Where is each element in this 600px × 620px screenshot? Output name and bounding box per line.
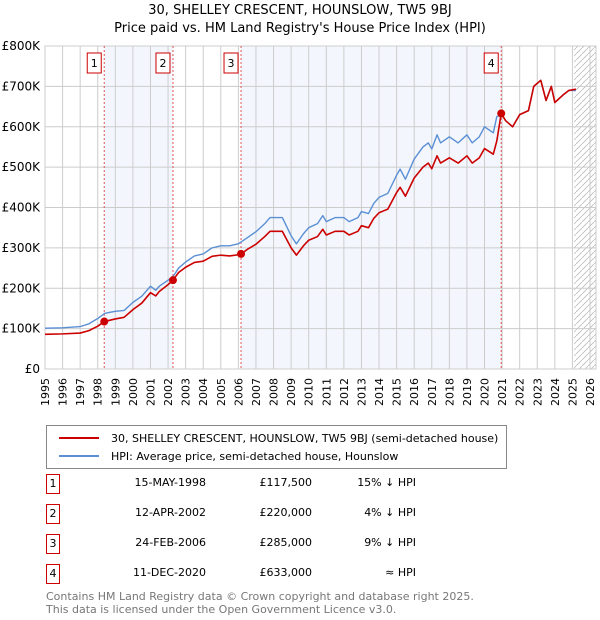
sale-date: 15-MAY-1998 (134, 476, 206, 489)
y-tick-label: £500K (2, 160, 42, 174)
sale-row: 3 24-FEB-2006 £285,000 9% ↓ HPI (46, 534, 426, 554)
sale-label: 2 (159, 57, 166, 70)
sale-label-box (483, 52, 499, 74)
footer-line: This data is licensed under the Open Gov… (46, 603, 397, 616)
x-tick-label: 1999 (109, 378, 122, 406)
x-tick-label: 2022 (514, 378, 527, 406)
x-tick-label: 2001 (144, 378, 157, 406)
x-tick-label: 2014 (373, 378, 386, 406)
sale-row: 2 12-APR-2002 £220,000 4% ↓ HPI (46, 504, 426, 524)
sale-date: 11-DEC-2020 (132, 566, 206, 579)
sale-point (237, 249, 246, 258)
x-tick-label: 2024 (549, 378, 562, 406)
sale-point (100, 317, 109, 326)
sale-row: 1 15-MAY-1998 £117,500 15% ↓ HPI (46, 474, 426, 494)
sale-label: 4 (488, 57, 495, 70)
x-tick-label: 1997 (74, 378, 87, 406)
sale-number-badge: 3 (46, 534, 60, 554)
x-tick-label: 1996 (57, 378, 70, 406)
legend-swatch-blue (59, 455, 99, 457)
x-tick-label: 2008 (268, 378, 281, 406)
sale-number-badge: 4 (46, 564, 60, 584)
legend-swatch-red (59, 437, 99, 439)
legend-label: HPI: Average price, semi-detached house,… (111, 449, 399, 463)
y-tick-label: £700K (2, 79, 42, 93)
x-tick-label: 2006 (232, 378, 245, 406)
x-tick-label: 2010 (303, 378, 316, 406)
chart-title: 30, SHELLEY CRESCENT, HOUNSLOW, TW5 9BJ (148, 3, 452, 18)
plot-border (44, 45, 597, 370)
x-tick-label: 2019 (461, 378, 474, 406)
x-tick-label: 1995 (39, 378, 52, 406)
chart-subtitle: Price paid vs. HM Land Registry's House … (114, 21, 486, 36)
sale-label: 3 (228, 57, 235, 70)
sale-price: £220,000 (259, 506, 313, 519)
sale-hpi-comparison: 4% ↓ HPI (364, 506, 416, 519)
x-tick-label: 2005 (215, 378, 228, 406)
x-tick-label: 2015 (391, 378, 404, 406)
sale-date: 12-APR-2002 (134, 506, 206, 519)
sale-point (168, 276, 177, 285)
sale-row: 4 11-DEC-2020 £633,000 ≈ HPI (46, 564, 426, 584)
y-tick-label: £600K (2, 120, 42, 134)
legend-label: 30, SHELLEY CRESCENT, HOUNSLOW, TW5 9BJ … (111, 431, 499, 445)
sale-hpi-comparison: ≈ HPI (385, 566, 416, 579)
x-tick-label: 1998 (92, 378, 105, 406)
sale-hpi-comparison: 9% ↓ HPI (364, 536, 416, 549)
x-tick-label: 2016 (408, 378, 421, 406)
legend-item-property: 30, SHELLEY CRESCENT, HOUNSLOW, TW5 9BJ … (59, 430, 498, 446)
x-tick-label: 2009 (285, 378, 298, 406)
y-tick-label: £200K (2, 281, 42, 295)
sale-price: £117,500 (259, 476, 313, 489)
x-tick-label: 2021 (496, 378, 509, 406)
sale-price: £285,000 (259, 536, 313, 549)
sale-hpi-comparison: 15% ↓ HPI (357, 476, 416, 489)
x-tick-label: 2023 (531, 378, 544, 406)
sale-label-box (155, 52, 171, 74)
property-price-line (44, 79, 577, 336)
y-tick-label: £400K (2, 201, 42, 215)
sale-price: £633,000 (259, 566, 313, 579)
sale-date: 24-FEB-2006 (135, 536, 206, 549)
x-tick-label: 2018 (443, 378, 456, 406)
x-tick-label: 2012 (338, 378, 351, 406)
sale-label-box (223, 52, 239, 74)
y-tick-label: £100K (2, 322, 42, 336)
footer: Contains HM Land Registry data © Crown c… (46, 590, 474, 616)
y-tick-label: £0 (25, 362, 40, 376)
x-tick-label: 2007 (250, 378, 263, 406)
sale-point (497, 109, 506, 118)
x-tick-label: 2013 (355, 378, 368, 406)
legend: 30, SHELLEY CRESCENT, HOUNSLOW, TW5 9BJ … (46, 425, 508, 469)
x-tick-label: 2002 (162, 378, 175, 406)
y-tick-label: £800K (2, 39, 42, 53)
x-tick-label: 2025 (566, 378, 579, 406)
x-tick-label: 2004 (197, 378, 210, 406)
sale-number-badge: 1 (46, 474, 60, 494)
legend-item-hpi: HPI: Average price, semi-detached house,… (59, 448, 498, 464)
price-chart: 1995 1996 1997 1998 1999 2000 2001 2002 2003 2004… (2, 39, 597, 406)
y-tick-label: £300K (2, 241, 42, 255)
x-tick-label: 2003 (180, 378, 193, 406)
footer-line: Contains HM Land Registry data © Crown c… (46, 590, 474, 603)
sale-number-badge: 2 (46, 504, 60, 524)
x-tick-label: 2026 (584, 378, 597, 406)
x-tick-label: 2017 (426, 378, 439, 406)
x-tick-label: 2000 (127, 378, 140, 406)
x-tick-label: 2011 (320, 378, 333, 406)
sale-label-box (86, 52, 102, 74)
x-tick-label: 2020 (479, 378, 492, 406)
sale-label: 1 (91, 57, 98, 70)
